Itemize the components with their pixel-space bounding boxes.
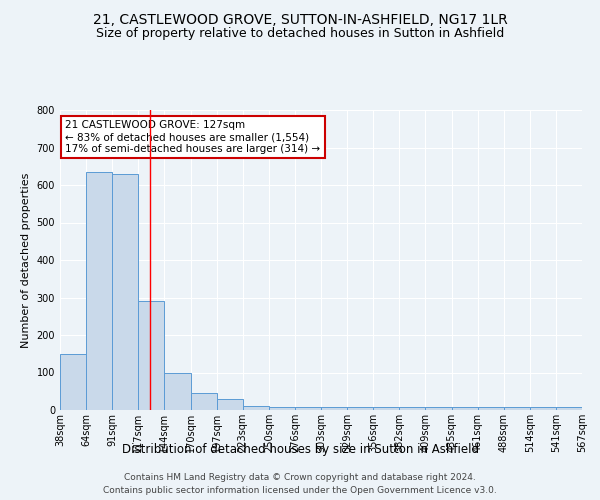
Text: Distribution of detached houses by size in Sutton in Ashfield: Distribution of detached houses by size … bbox=[121, 442, 479, 456]
Bar bbox=[556, 407, 582, 410]
Bar bbox=[139, 301, 164, 410]
Bar bbox=[347, 407, 373, 410]
Bar bbox=[504, 407, 530, 410]
Text: Contains public sector information licensed under the Open Government Licence v3: Contains public sector information licen… bbox=[103, 486, 497, 495]
Bar bbox=[530, 407, 556, 410]
Bar bbox=[400, 407, 425, 410]
Bar bbox=[191, 393, 217, 410]
Bar bbox=[243, 406, 269, 410]
Text: Contains HM Land Registry data © Crown copyright and database right 2024.: Contains HM Land Registry data © Crown c… bbox=[124, 472, 476, 482]
Bar bbox=[425, 407, 452, 410]
Bar bbox=[373, 407, 400, 410]
Bar bbox=[217, 399, 243, 410]
Text: 21, CASTLEWOOD GROVE, SUTTON-IN-ASHFIELD, NG17 1LR: 21, CASTLEWOOD GROVE, SUTTON-IN-ASHFIELD… bbox=[92, 12, 508, 26]
Bar bbox=[321, 407, 347, 410]
Bar bbox=[295, 407, 321, 410]
Text: 21 CASTLEWOOD GROVE: 127sqm
← 83% of detached houses are smaller (1,554)
17% of : 21 CASTLEWOOD GROVE: 127sqm ← 83% of det… bbox=[65, 120, 320, 154]
Text: Size of property relative to detached houses in Sutton in Ashfield: Size of property relative to detached ho… bbox=[96, 28, 504, 40]
Bar bbox=[60, 354, 86, 410]
Bar bbox=[452, 407, 478, 410]
Bar bbox=[86, 172, 112, 410]
Bar bbox=[269, 407, 295, 410]
Bar bbox=[112, 174, 139, 410]
Bar bbox=[164, 372, 191, 410]
Y-axis label: Number of detached properties: Number of detached properties bbox=[21, 172, 31, 348]
Bar bbox=[478, 407, 504, 410]
